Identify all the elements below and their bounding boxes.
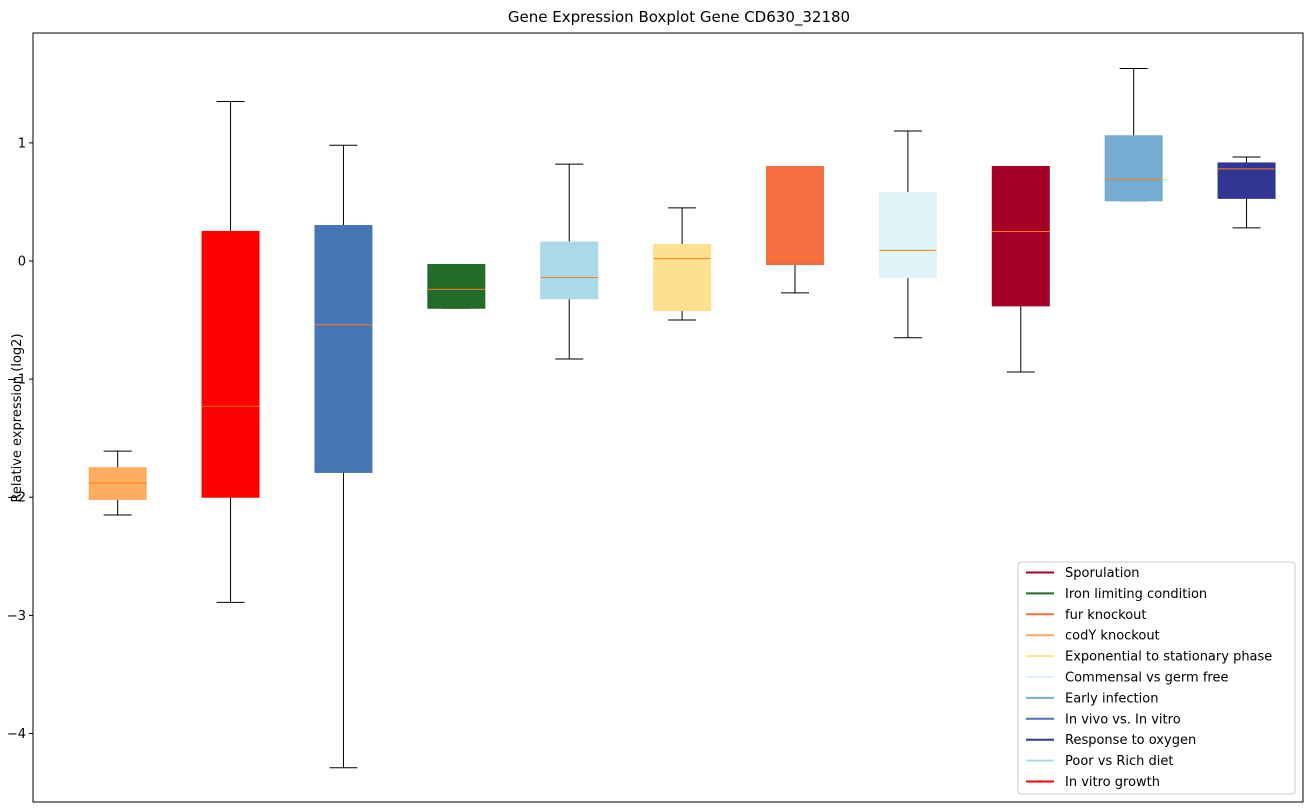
box-response-to-oxygen — [1217, 156, 1276, 229]
legend-label: Commensal vs germ free — [1065, 671, 1228, 686]
legend-label: Poor vs Rich diet — [1065, 754, 1173, 769]
legend-label: Sporulation — [1065, 566, 1140, 581]
y-tick-label: −2 — [7, 491, 26, 506]
box-body — [878, 191, 937, 279]
legend-item: codY knockout — [1026, 629, 1160, 644]
box-poor-vs-rich-diet — [540, 163, 599, 360]
box-in-vitro-growth — [201, 101, 260, 603]
legend-label: codY knockout — [1065, 629, 1160, 644]
box-body — [1217, 162, 1276, 199]
box-body — [88, 467, 147, 501]
legend-item: Iron limiting condition — [1026, 587, 1207, 602]
legend: Sporulation Iron limiting condition fur kn… — [1017, 561, 1296, 795]
legend-item: fur knockout — [1026, 608, 1147, 623]
box-body — [766, 165, 824, 266]
chart-title: Gene Expression Boxplot Gene CD630_32180 — [508, 8, 850, 27]
y-tick-label: −4 — [7, 727, 26, 742]
boxes-group — [88, 67, 1276, 769]
y-tick-label: −3 — [7, 609, 26, 624]
y-axis-ticks: 1 0 −1 −2 −3 −4 — [7, 136, 33, 742]
legend-item: Poor vs Rich diet — [1026, 754, 1173, 769]
legend-item: Early infection — [1026, 691, 1158, 706]
box-early-infection — [1104, 67, 1163, 202]
legend-label: In vivo vs. In vitro — [1065, 712, 1181, 727]
legend-frame — [1017, 561, 1296, 795]
plot-frame — [32, 32, 1304, 803]
legend-item: Response to oxygen — [1026, 733, 1196, 748]
legend-item: Commensal vs germ free — [1026, 671, 1228, 686]
legend-label: In vitro growth — [1065, 775, 1160, 790]
legend-item: In vivo vs. In vitro — [1026, 712, 1181, 727]
box-body — [540, 241, 599, 300]
box-body — [427, 264, 486, 309]
legend-label: Early infection — [1065, 691, 1158, 706]
box-commensal-vs-germ-free — [878, 130, 937, 339]
legend-item: In vitro growth — [1026, 775, 1160, 790]
box-body — [201, 230, 260, 498]
box-body — [653, 243, 712, 312]
box-exponential-to-stationary-phase — [653, 207, 712, 321]
legend-label: fur knockout — [1065, 608, 1147, 623]
y-tick-label: 0 — [18, 254, 26, 269]
y-tick-label: −1 — [7, 373, 26, 388]
box-iron-limiting-condition — [427, 264, 486, 309]
legend-label: Response to oxygen — [1065, 733, 1196, 748]
legend-item: Sporulation — [1026, 566, 1140, 581]
box-body — [1104, 135, 1163, 202]
legend-label: Iron limiting condition — [1065, 587, 1207, 602]
y-axis-label: Relative expression (log2) — [10, 333, 25, 502]
box-body — [314, 225, 373, 473]
box-cody-knockout — [88, 450, 147, 516]
y-tick-label: 1 — [18, 136, 26, 151]
box-sporulation — [991, 165, 1050, 373]
box-fur-knockout — [766, 165, 824, 294]
legend-item: Exponential to stationary phase — [1026, 650, 1272, 665]
box-in-vivo-vs-in-vitro — [314, 144, 373, 769]
box-body — [991, 165, 1050, 307]
legend-label: Exponential to stationary phase — [1065, 650, 1272, 665]
